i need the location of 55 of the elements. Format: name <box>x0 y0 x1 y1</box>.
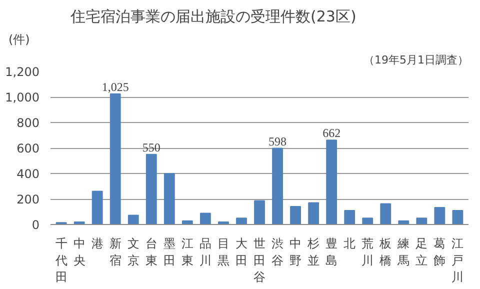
bar <box>452 210 464 224</box>
bar <box>380 203 392 224</box>
bar <box>146 154 157 224</box>
x-tick-label: 台東 <box>145 236 158 268</box>
bar <box>416 218 428 224</box>
x-tick-label: 港 <box>91 236 104 250</box>
x-tick-label: 千代田 <box>54 236 68 284</box>
chart-title: 住宅宿泊事業の届出施設の受理件数(23区) <box>70 8 356 26</box>
y-tick-label: 0 <box>32 218 40 232</box>
bar <box>254 200 265 224</box>
x-tick-label: 江戸川 <box>452 236 464 284</box>
bar <box>434 207 446 224</box>
x-tick-label: 目黒 <box>217 236 230 268</box>
x-tick-label: 豊島 <box>326 236 338 268</box>
x-tick-label: 荒川 <box>362 236 374 268</box>
y-tick-label: 1,000 <box>5 90 40 104</box>
x-tick-label: 品川 <box>199 236 212 268</box>
x-tick-label: 大田 <box>235 236 248 268</box>
bar <box>92 190 103 224</box>
x-tick-label: 杉並 <box>306 236 320 268</box>
x-tick-label: 江東 <box>181 236 194 268</box>
bar <box>272 148 283 224</box>
x-tick-label: 渋谷 <box>272 236 284 268</box>
data-label: 1,025 <box>102 80 129 94</box>
y-tick-label: 400 <box>16 167 40 181</box>
x-tick-label: 板橋 <box>378 236 392 268</box>
x-tick-label: 墨田 <box>163 236 176 268</box>
x-tick-label: 足立 <box>416 236 428 268</box>
y-tick-label: 600 <box>16 142 40 156</box>
bar <box>362 218 374 224</box>
x-tick-label: 北 <box>344 236 356 250</box>
bar <box>164 173 175 224</box>
bar <box>344 210 356 224</box>
bar <box>326 140 338 224</box>
x-tick-label: 新宿 <box>109 236 122 268</box>
y-tick-label: 800 <box>16 116 40 130</box>
y-tick-label: 1,200 <box>5 65 40 79</box>
x-tick-label: 練馬 <box>396 236 410 268</box>
x-tick-label: 葛飾 <box>434 236 446 268</box>
y-axis-title: (件) <box>8 32 30 46</box>
data-label: 662 <box>322 126 341 140</box>
x-tick-label: 世田谷 <box>254 236 266 284</box>
bar <box>200 212 211 224</box>
data-label: 550 <box>142 140 160 154</box>
x-tick-label: 文京 <box>127 236 140 268</box>
y-tick-label: 200 <box>16 192 40 206</box>
bar <box>128 214 139 224</box>
bar <box>290 206 301 224</box>
x-tick-label: 中野 <box>290 236 302 268</box>
x-tick-label: 中央 <box>73 236 86 268</box>
data-label: 598 <box>268 134 287 148</box>
bar <box>110 93 121 224</box>
bar <box>308 202 320 224</box>
bar <box>236 218 247 224</box>
chart-subtitle: （19年5月1日調査） <box>364 54 469 66</box>
